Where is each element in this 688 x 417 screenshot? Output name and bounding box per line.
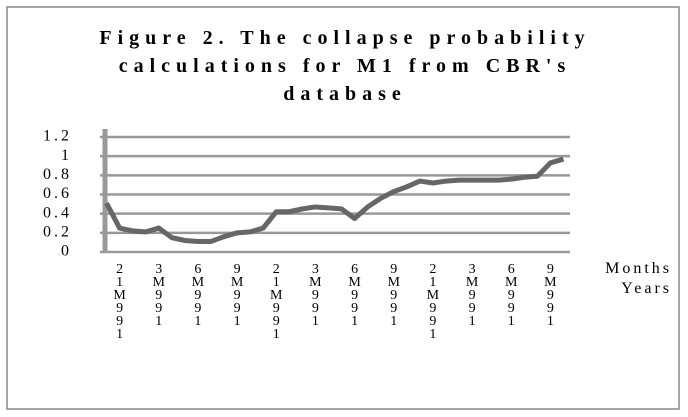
x-tick-label: 9M991: [386, 262, 401, 327]
x-tick-label: 3M991: [151, 262, 166, 327]
y-tick-label: 0.2: [43, 224, 72, 241]
x-tick-label: 3M991: [308, 262, 323, 327]
y-tick-label: 1.2: [43, 128, 72, 145]
y-tick-label: 0.8: [43, 166, 72, 183]
x-tick-label: 9M991: [230, 262, 245, 327]
x-axis-label: Months Years: [605, 260, 672, 297]
x-tick-label: 6M991: [347, 262, 362, 327]
y-tick-label: 0.4: [43, 204, 72, 221]
y-tick-label: 1: [61, 147, 72, 164]
x-tick-label: 21M991: [112, 262, 127, 340]
x-tick-label: 21M991: [269, 262, 284, 340]
x-tick-label: 6M991: [190, 262, 205, 327]
chart-title: Figure 2. The collapse probability calcu…: [99, 27, 591, 105]
x-tick-label: 9M991: [543, 262, 558, 327]
x-tick-label: 3M991: [465, 262, 480, 327]
x-tick-label: 6M991: [504, 262, 519, 327]
x-tick-label: 21M991: [425, 262, 440, 340]
y-tick-label: 0: [61, 243, 72, 260]
y-tick-label: 0.6: [43, 185, 72, 202]
data-line: [104, 156, 565, 244]
